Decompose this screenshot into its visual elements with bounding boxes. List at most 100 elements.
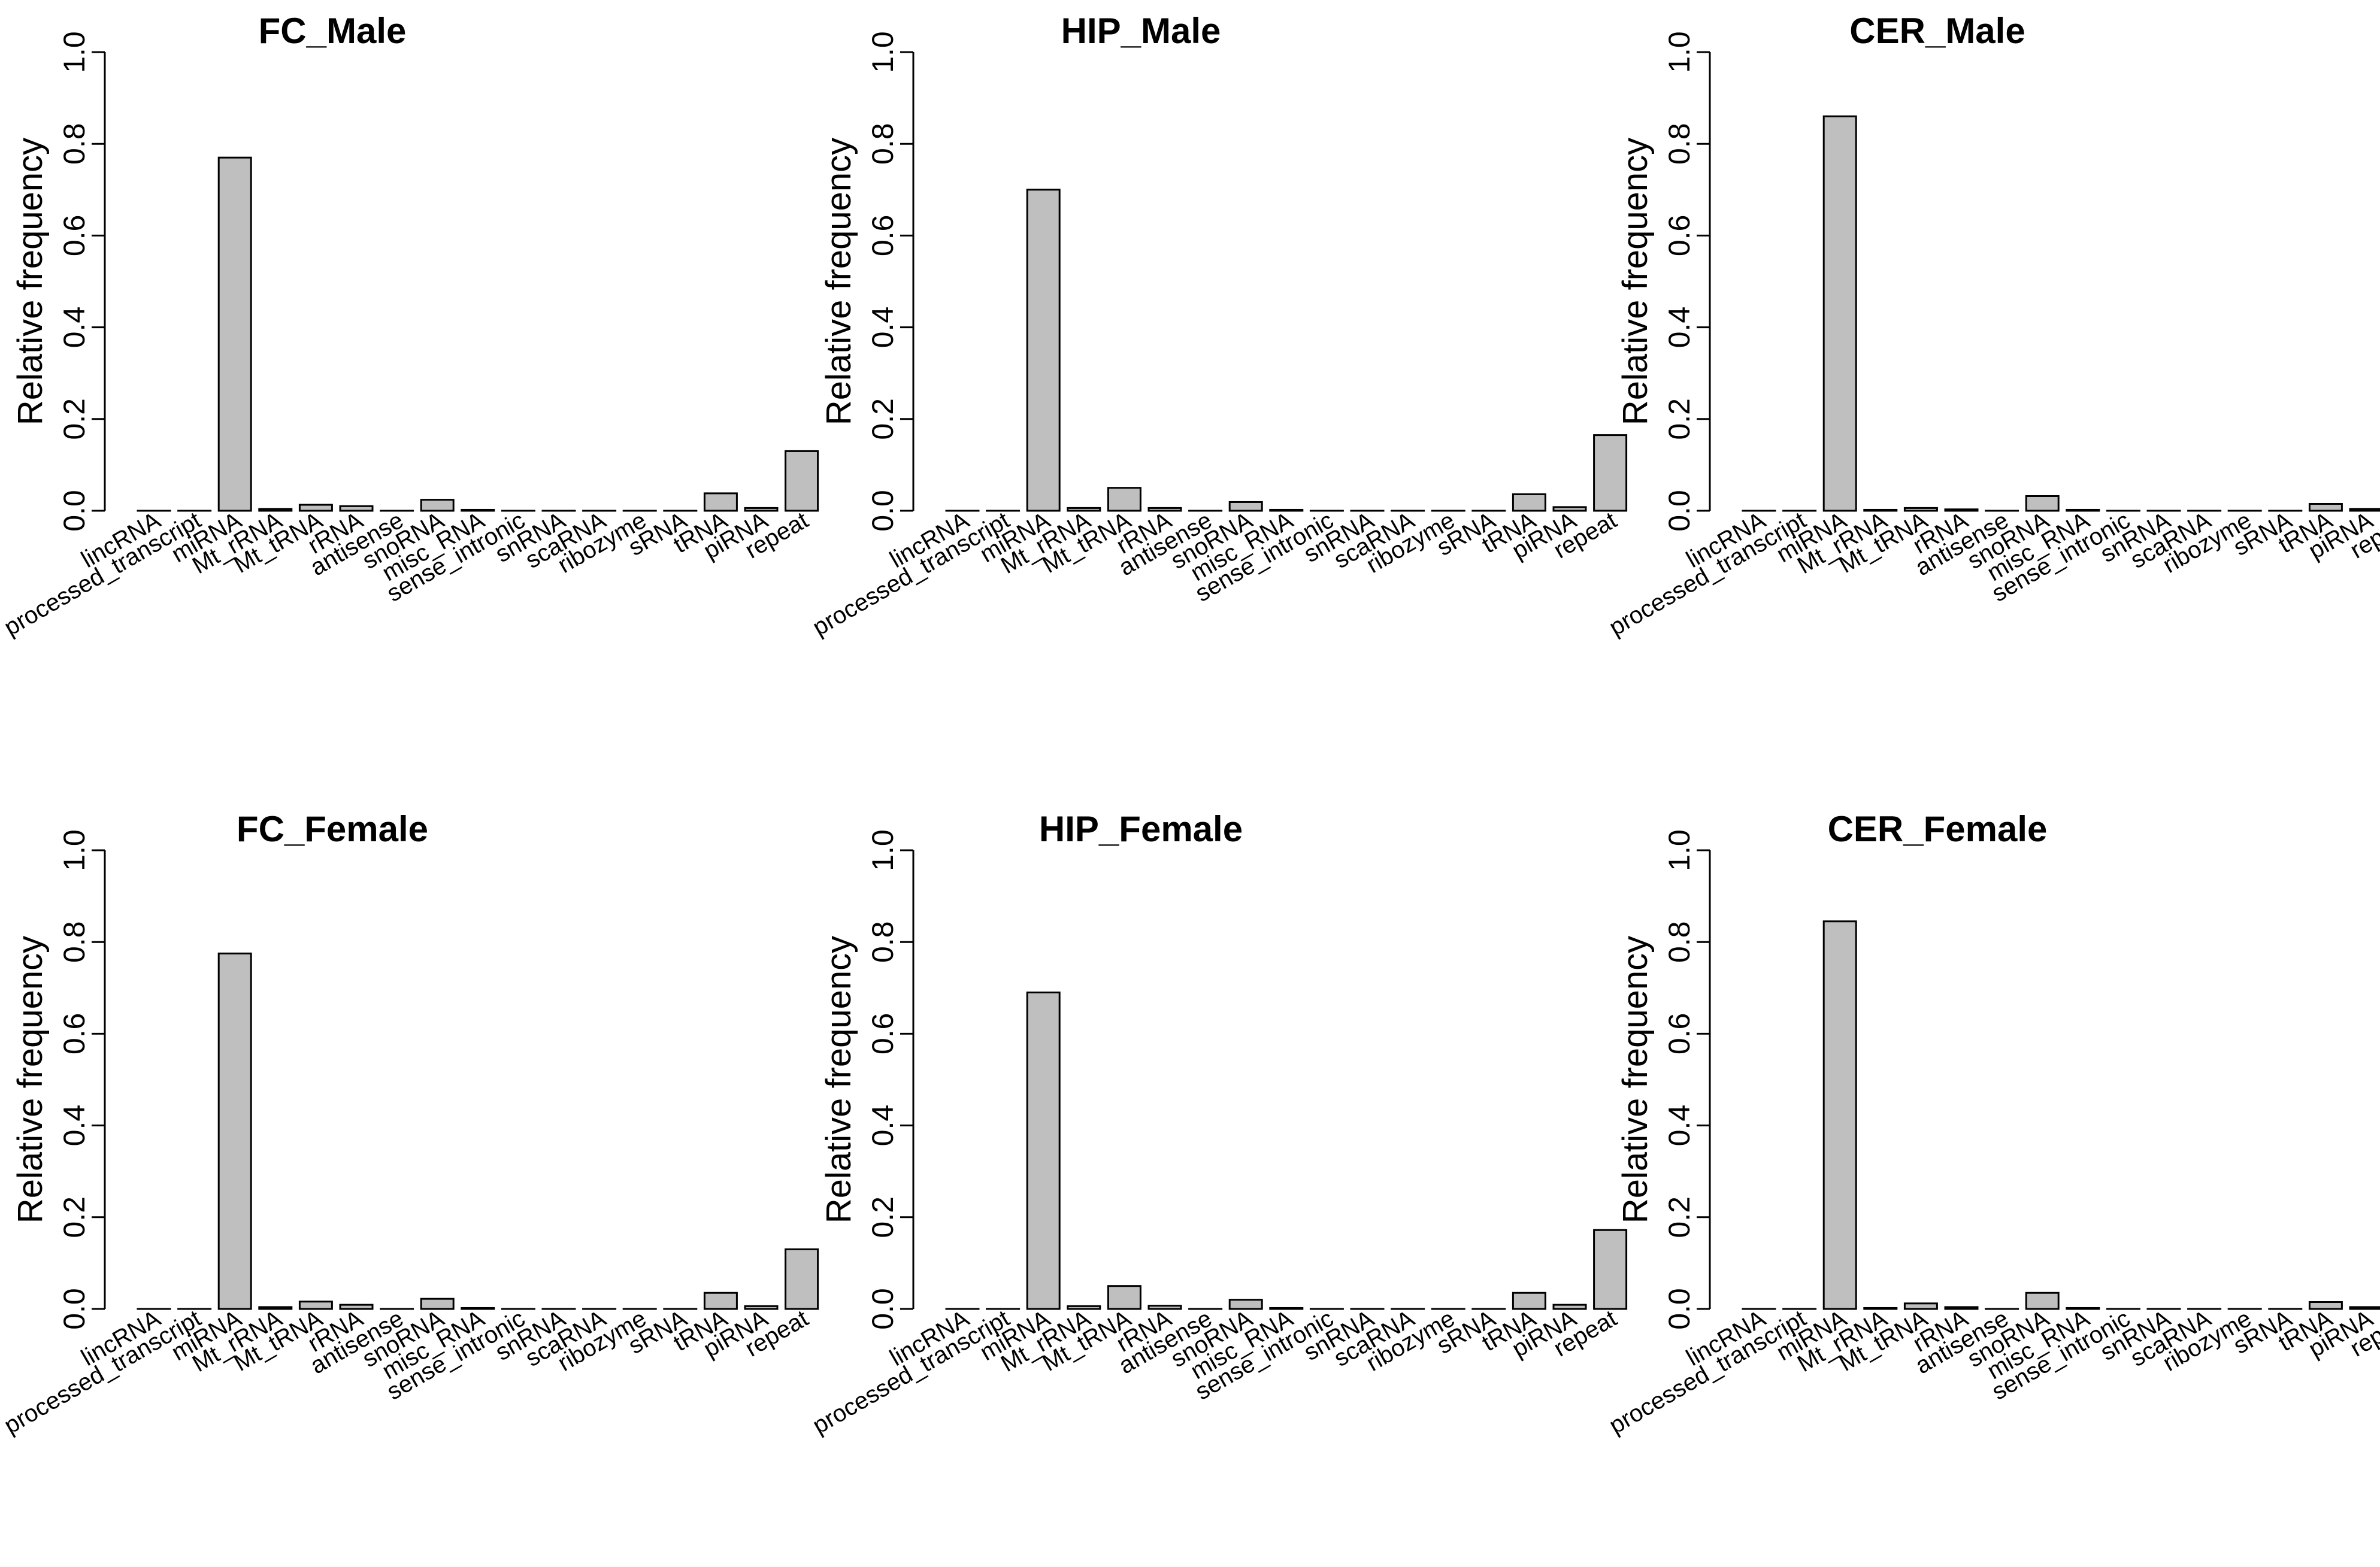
- bar-snorna: [420, 499, 455, 512]
- chart-title: HIP_Male: [1061, 11, 1221, 51]
- bar-rrna: [1147, 507, 1182, 512]
- y-tick-label: 1.0: [1663, 829, 1696, 871]
- y-tick-label: 0.6: [866, 1013, 900, 1055]
- bar-repeat: [785, 1248, 819, 1310]
- y-tick-label: 0.6: [1663, 215, 1696, 257]
- bar-trna: [703, 1292, 738, 1310]
- bar-mt-rrna: [1067, 507, 1101, 512]
- y-axis-label: Relative frequency: [1616, 138, 1655, 425]
- y-tick-label: 0.2: [866, 1196, 900, 1238]
- bar-misc-rna: [461, 508, 495, 512]
- y-tick-label: 0.8: [57, 921, 91, 963]
- y-tick-label: 1.0: [57, 31, 91, 73]
- y-tick-label: 1.0: [1663, 31, 1696, 73]
- bar-rrna: [339, 505, 374, 512]
- chart-title: HIP_Female: [1039, 809, 1243, 849]
- y-tick-label: 0.2: [57, 398, 91, 440]
- y-tick-label: 0.0: [1663, 1288, 1696, 1330]
- bar-pirna: [744, 1305, 779, 1310]
- y-tick-label: 0.4: [866, 1105, 900, 1147]
- y-tick-label: 1.0: [57, 829, 91, 871]
- bar-misc-rna: [461, 1307, 495, 1310]
- bar-misc-rna: [1269, 1307, 1304, 1310]
- bar-rrna: [1944, 1306, 1979, 1310]
- y-tick-label: 0.0: [866, 490, 900, 532]
- bar-mirna: [1822, 115, 1857, 512]
- bar-snorna: [1228, 1299, 1263, 1310]
- bar-mirna: [1026, 991, 1061, 1310]
- bar-mirna: [1822, 920, 1857, 1310]
- y-tick-label: 0.0: [866, 1288, 900, 1330]
- chart-title: FC_Male: [259, 11, 407, 51]
- bar-trna: [1512, 493, 1546, 512]
- bar-pirna: [1552, 1304, 1587, 1310]
- y-tick-label: 0.4: [57, 307, 91, 348]
- bar-pirna: [2349, 508, 2380, 512]
- bar-mt-trna: [298, 504, 333, 512]
- chart-title: CER_Male: [1849, 11, 2025, 51]
- bar-mt-trna: [1903, 507, 1938, 512]
- bar-rrna: [1147, 1305, 1182, 1310]
- bar-snorna: [420, 1298, 455, 1310]
- bar-mt-rrna: [258, 1306, 293, 1310]
- bar-repeat: [785, 450, 819, 512]
- y-axis-label: Relative frequency: [819, 936, 858, 1223]
- y-tick-label: 0.2: [1663, 398, 1696, 440]
- bar-pirna: [2349, 1306, 2380, 1310]
- y-tick-label: 0.8: [57, 123, 91, 165]
- y-axis-label: Relative frequency: [819, 138, 858, 425]
- bar-mt-trna: [298, 1301, 333, 1310]
- bar-trna: [1512, 1292, 1546, 1310]
- y-tick-label: 0.4: [1663, 307, 1696, 348]
- y-tick-label: 0.8: [866, 123, 900, 165]
- chart-title: CER_Female: [1828, 809, 2048, 849]
- y-tick-label: 0.0: [1663, 490, 1696, 532]
- bar-rrna: [1944, 508, 1979, 512]
- y-tick-label: 0.4: [1663, 1105, 1696, 1147]
- bar-mt-rrna: [1863, 508, 1898, 512]
- y-tick-label: 0.0: [57, 1288, 91, 1330]
- bar-mt-trna: [1107, 1285, 1141, 1310]
- y-tick-label: 1.0: [866, 829, 900, 871]
- bar-trna: [2308, 1301, 2343, 1310]
- y-tick-label: 0.2: [1663, 1196, 1696, 1238]
- bar-mirna: [217, 952, 252, 1310]
- bar-snorna: [2025, 495, 2060, 512]
- bar-repeat: [1593, 1229, 1628, 1310]
- y-tick-label: 0.2: [866, 398, 900, 440]
- bar-misc-rna: [2066, 508, 2100, 512]
- bar-repeat: [1593, 434, 1628, 512]
- y-tick-label: 0.6: [866, 215, 900, 257]
- bar-mirna: [1026, 189, 1061, 512]
- y-tick-label: 0.4: [866, 307, 900, 348]
- bar-snorna: [1228, 501, 1263, 512]
- bar-mt-trna: [1903, 1302, 1938, 1310]
- y-tick-label: 0.8: [1663, 123, 1696, 165]
- y-axis-label: Relative frequency: [11, 138, 50, 425]
- y-tick-label: 0.2: [57, 1196, 91, 1238]
- bar-trna: [2308, 503, 2343, 512]
- bar-misc-rna: [2066, 1307, 2100, 1310]
- bar-mt-trna: [1107, 487, 1141, 512]
- y-tick-label: 1.0: [866, 31, 900, 73]
- bar-trna: [703, 492, 738, 512]
- chart-panel-cer-female: CER_Female 0.0 0.2 0.4 0.6 0.8 1.0 Relative fre…: [1605, 809, 2380, 1439]
- bar-mt-rrna: [258, 508, 293, 512]
- y-tick-label: 0.8: [1663, 921, 1696, 963]
- bar-mt-rrna: [1863, 1307, 1898, 1310]
- bar-mirna: [217, 156, 252, 512]
- bar-misc-rna: [1269, 508, 1304, 512]
- bar-rrna: [339, 1304, 374, 1310]
- bar-pirna: [744, 507, 779, 512]
- y-axis-label: Relative frequency: [11, 936, 50, 1223]
- y-tick-label: 0.6: [57, 1013, 91, 1055]
- y-tick-label: 0.0: [57, 490, 91, 532]
- bar-mt-rrna: [1067, 1305, 1101, 1310]
- y-tick-label: 0.6: [57, 215, 91, 257]
- y-tick-label: 0.6: [1663, 1013, 1696, 1055]
- chart-title: FC_Female: [237, 809, 428, 849]
- bar-pirna: [1552, 506, 1587, 512]
- y-tick-label: 0.8: [866, 921, 900, 963]
